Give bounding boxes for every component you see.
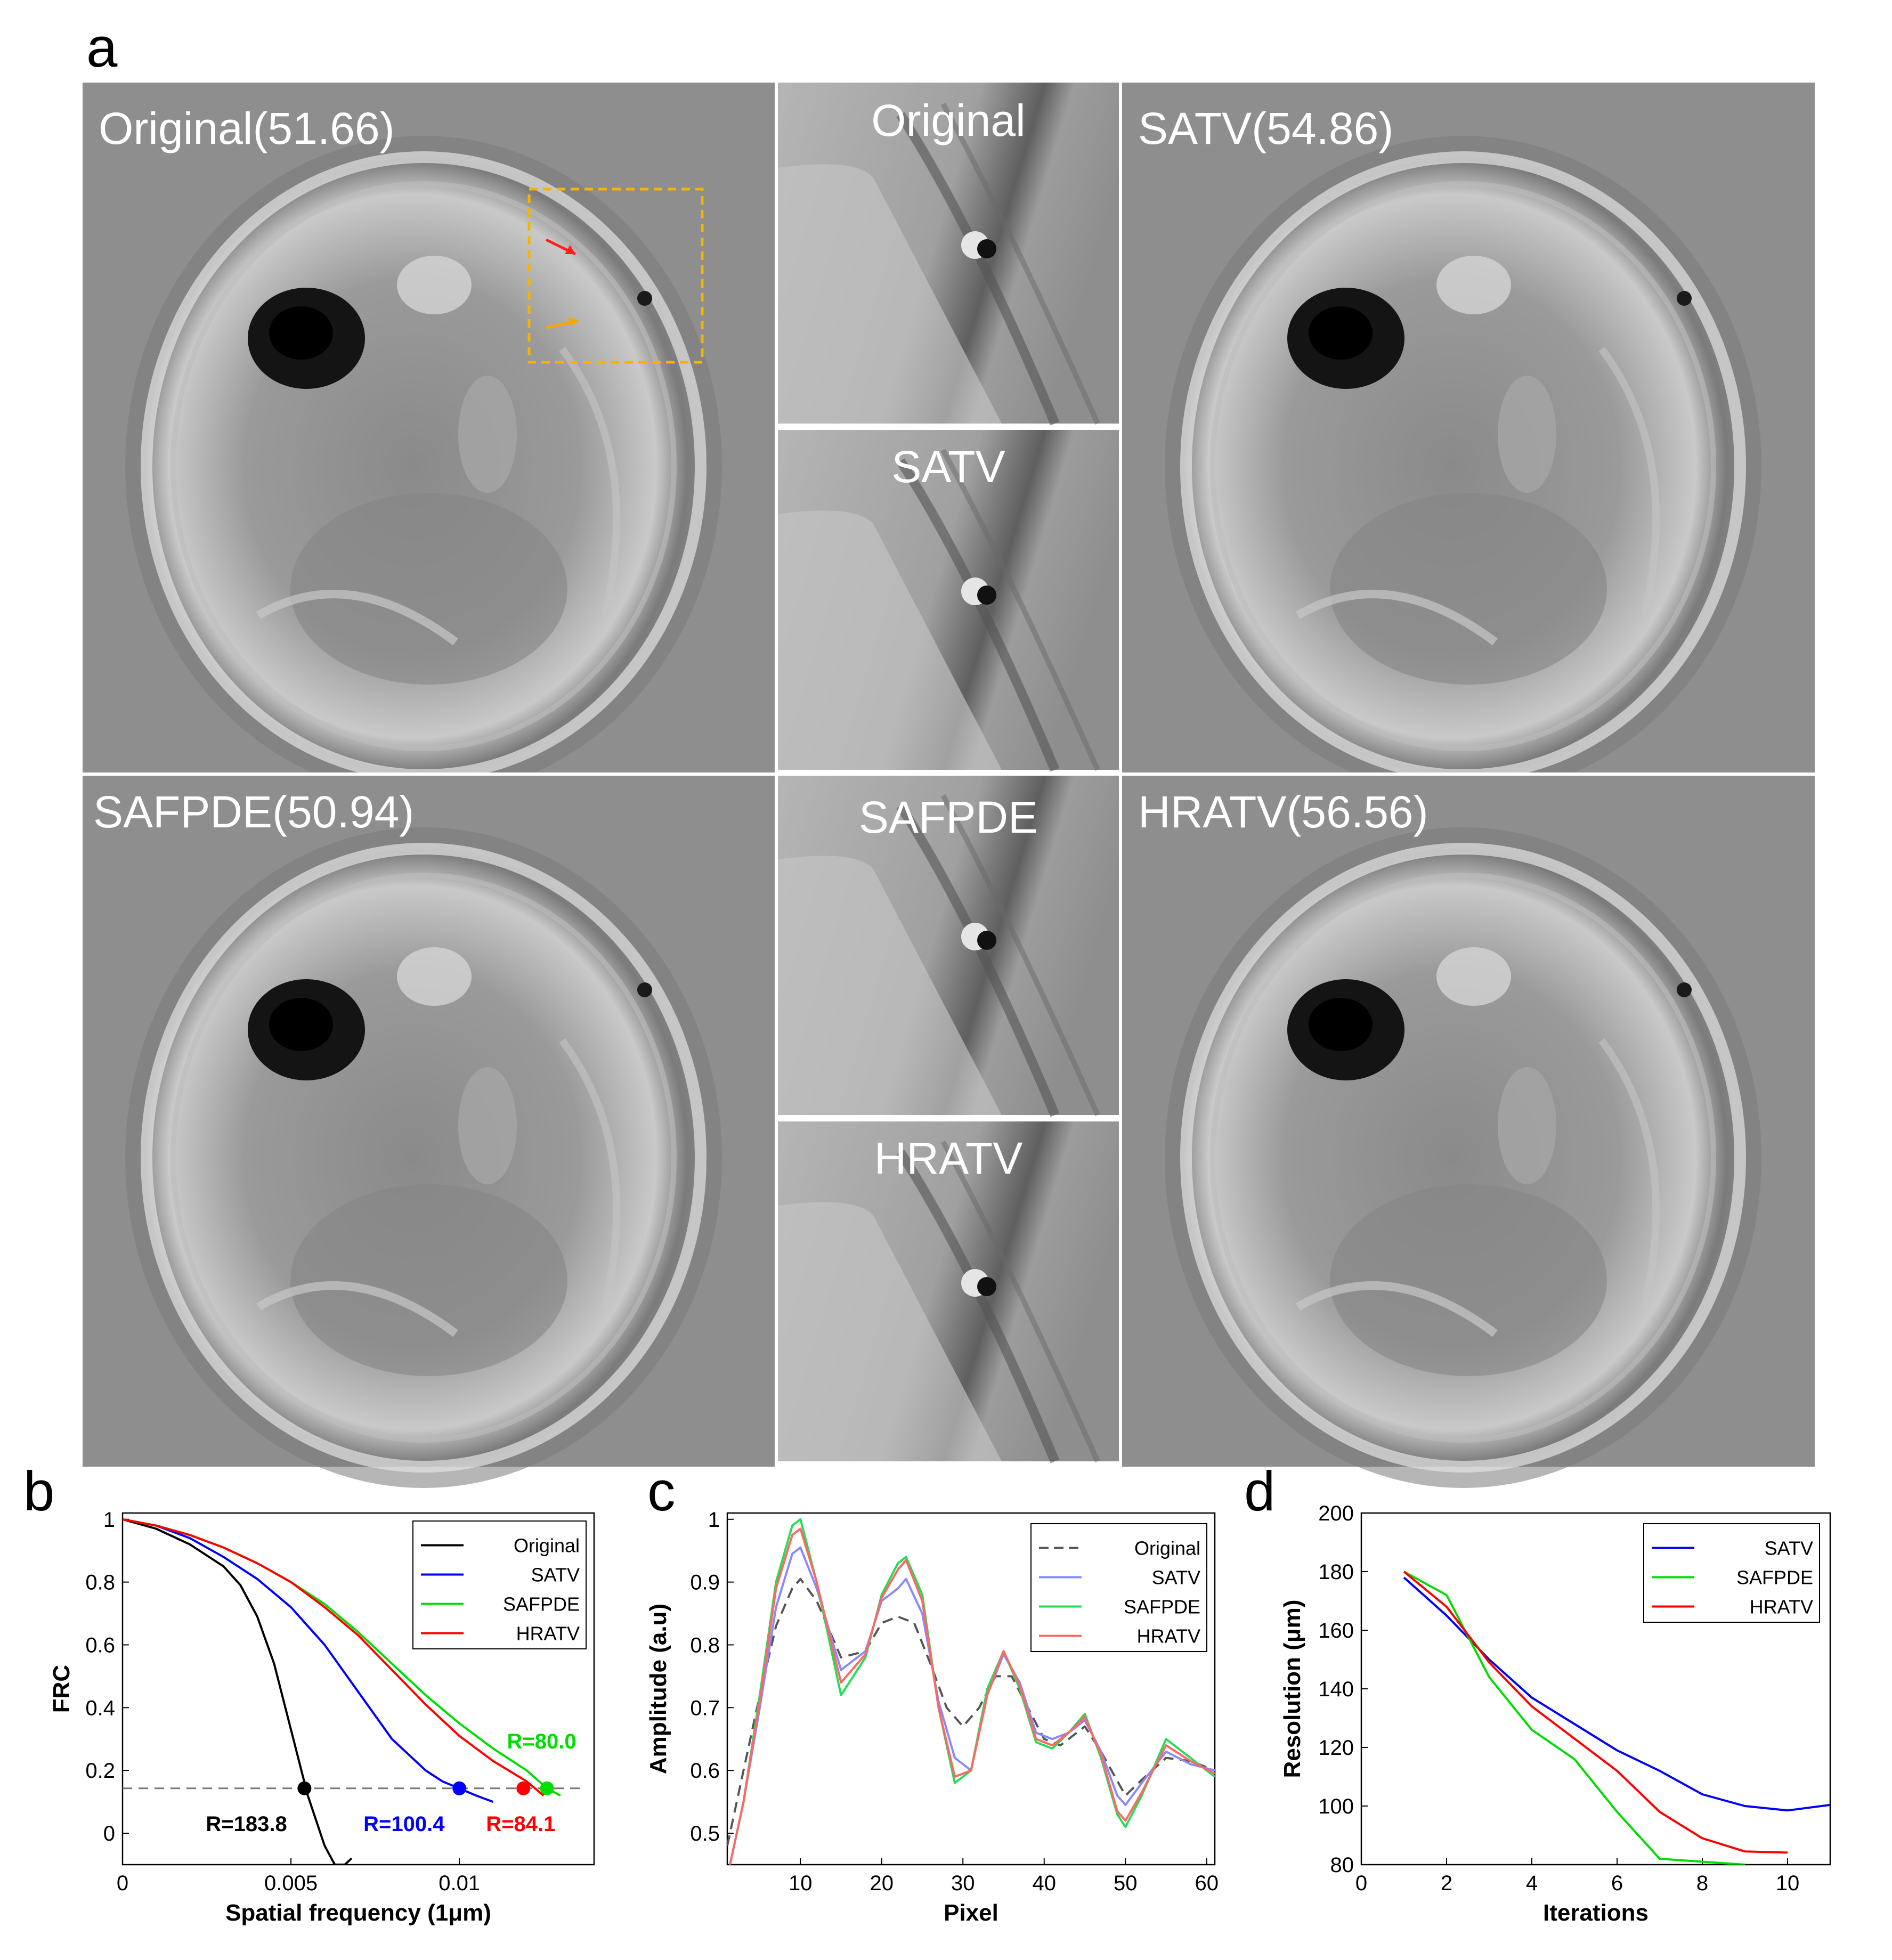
legend-label: SATV	[1152, 1567, 1200, 1589]
y-tick-label: 0	[103, 1822, 115, 1845]
y-axis-title: FRC	[48, 1665, 75, 1713]
series-group	[1403, 1571, 1830, 1865]
series-line-hratv	[123, 1518, 545, 1796]
crop-label-hratv: HRATV	[874, 1133, 1022, 1183]
legend-label: HRATV	[516, 1623, 580, 1645]
series-line-original	[123, 1518, 353, 1865]
image-label-hratv: HRATV(56.56)	[1138, 787, 1428, 837]
x-tick-label: 0	[1355, 1872, 1367, 1895]
crop-label-safpde: SAFPDE	[859, 792, 1038, 842]
image-satv: SATV(54.86)	[1122, 83, 1815, 796]
series-line-hratv	[1403, 1571, 1788, 1854]
y-tick-label: 0.6	[85, 1634, 115, 1657]
x-tick-label: 60	[1195, 1872, 1219, 1895]
legend-label: SAFPDE	[503, 1593, 580, 1615]
y-tick-label: 100	[1318, 1795, 1354, 1818]
y-tick-label: 180	[1318, 1560, 1354, 1584]
y-tick-label: 0.5	[690, 1822, 720, 1845]
legend-label: SATV	[1765, 1538, 1813, 1559]
x-tick-label: 50	[1114, 1872, 1138, 1895]
y-axis-title: Resolution (μm)	[1279, 1600, 1305, 1778]
x-tick-label: 40	[1033, 1872, 1057, 1895]
y-tick-label: 140	[1318, 1678, 1354, 1701]
zoom-region-box	[527, 188, 704, 364]
resolution-marker	[452, 1781, 467, 1795]
y-axis-title: Amplitude (a.u)	[645, 1604, 671, 1774]
y-tick-label: 0.8	[85, 1571, 115, 1595]
amplitude-chart: 10 20 30 40 50 60 0.5 0.6 0.7 0.8 0.9 1 Pixel Amplitu…	[645, 1508, 1219, 1926]
crop-hratv: HRATV	[778, 1120, 1119, 1461]
image-label-safpde: SAFPDE(50.94)	[93, 787, 414, 837]
legend-label: HRATV	[1750, 1596, 1813, 1618]
image-grid: Original(51.66) SATV(54.86) SAFPDE(50.94…	[83, 83, 1815, 1488]
legend-label: Original	[514, 1535, 580, 1557]
y-tick-label: 0.8	[690, 1634, 720, 1657]
series-line-hratv	[729, 1527, 1215, 1865]
resolution-marker	[516, 1781, 531, 1795]
resolution-label: R=183.8	[206, 1812, 287, 1836]
x-tick-label: 30	[951, 1872, 975, 1895]
x-tick-label: 0.01	[439, 1872, 480, 1895]
resolution-label: R=84.1	[486, 1812, 555, 1836]
x-tick-label: 0	[117, 1872, 128, 1895]
y-tick-label: 160	[1318, 1619, 1354, 1642]
x-tick-label: 4	[1526, 1872, 1538, 1895]
x-axis-title: Iterations	[1543, 1900, 1649, 1926]
image-safpde: SAFPDE(50.94)	[83, 774, 775, 1488]
crop-label-satv: SATV	[891, 442, 1005, 492]
series-group	[123, 1518, 580, 1865]
legend	[1030, 1523, 1207, 1652]
series-line-safpde	[729, 1518, 1215, 1865]
crop-label-original: Original	[871, 95, 1025, 145]
image-original: Original(51.66)	[83, 83, 775, 796]
x-axis-title: Spatial frequency (1μm)	[225, 1900, 491, 1926]
resolution-marker	[540, 1781, 554, 1795]
frc-chart: 0 0.005 0.01 0 0.2 0.4 0.6 0.8 1 Spatial frequenc…	[48, 1508, 595, 1926]
y-tick-label: 120	[1318, 1736, 1354, 1760]
resolution-label: R=80.0	[507, 1730, 576, 1753]
legend-label: SAFPDE	[1124, 1596, 1200, 1618]
image-hratv: HRATV(56.56)	[1122, 774, 1815, 1488]
x-tick-label: 0.005	[264, 1872, 318, 1895]
y-tick-label: 200	[1318, 1502, 1354, 1525]
crop-satv: SATV	[778, 429, 1119, 770]
y-tick-label: 1	[708, 1508, 720, 1532]
y-tick-label: 0.2	[85, 1759, 115, 1783]
crop-safpde: SAFPDE	[778, 774, 1119, 1115]
x-tick-label: 6	[1611, 1872, 1623, 1895]
series-line-safpde	[1403, 1571, 1745, 1865]
image-label-satv: SATV(54.86)	[1138, 103, 1393, 153]
x-tick-label: 2	[1441, 1872, 1452, 1895]
y-tick-label: 0.4	[85, 1696, 115, 1720]
panel-letter-c: c	[647, 1460, 676, 1523]
panel-letter-a: a	[86, 17, 118, 79]
image-label-original: Original(51.66)	[99, 103, 395, 153]
legend-label: SAFPDE	[1736, 1567, 1813, 1589]
y-tick-label: 1	[103, 1508, 115, 1532]
resolution-label: R=100.4	[363, 1812, 445, 1836]
y-tick-label: 0.9	[690, 1571, 720, 1595]
x-tick-label: 10	[1776, 1872, 1800, 1895]
y-tick-label: 80	[1330, 1853, 1354, 1877]
x-tick-label: 10	[789, 1872, 813, 1895]
legend-label: HRATV	[1137, 1625, 1200, 1647]
y-tick-label: 0.6	[690, 1759, 720, 1783]
series-line-original	[727, 1577, 1215, 1847]
legend-label: SATV	[531, 1564, 580, 1586]
resolution-marker	[297, 1781, 312, 1795]
x-axis-title: Pixel	[944, 1900, 998, 1926]
resolution-chart: 0 2 4 6 8 10 80 100 120 140 160 180 200 Iterations Res…	[1279, 1502, 1831, 1926]
x-tick-label: 8	[1696, 1872, 1708, 1895]
crop-original: Original	[778, 83, 1119, 424]
legend	[412, 1520, 587, 1649]
legend-label: Original	[1134, 1538, 1200, 1559]
panel-letter-d: d	[1244, 1460, 1275, 1523]
y-tick-label: 0.7	[690, 1696, 720, 1720]
series-group	[727, 1518, 1215, 1865]
x-tick-label: 20	[870, 1872, 894, 1895]
panel-letter-b: b	[23, 1460, 54, 1523]
series-line-satv	[729, 1546, 1215, 1865]
